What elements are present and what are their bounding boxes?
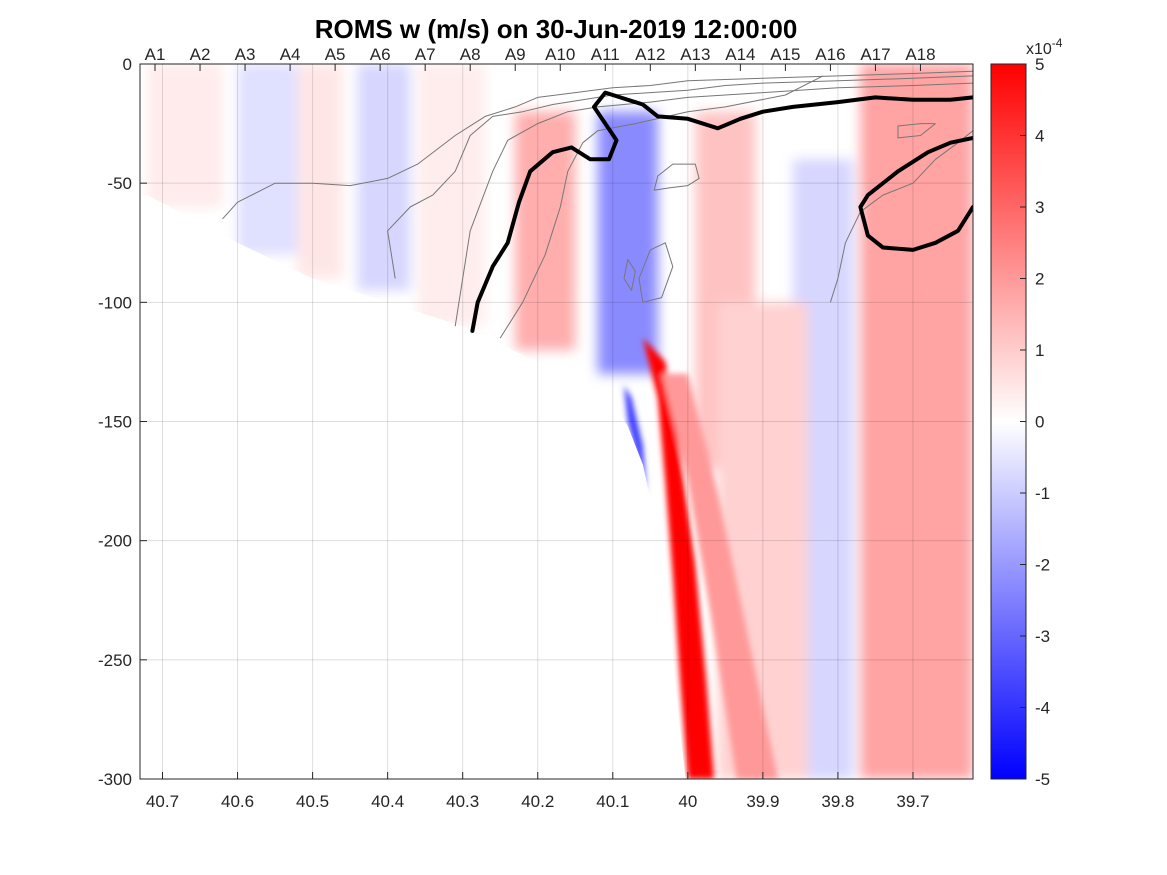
w-column [237, 64, 298, 255]
y-tick-label: 0 [123, 55, 132, 74]
colorbar-tick-label: -3 [1035, 627, 1050, 646]
colorbar-tick-label: 4 [1035, 127, 1044, 146]
station-label: A8 [460, 45, 481, 64]
x-tick-label: 40.4 [371, 792, 404, 811]
colorbar-ticks: 5 4 3 2 1 0 -1 -2 -3 -4 -5 [1020, 55, 1050, 789]
colorbar-exponent: x10-4 [1026, 36, 1063, 58]
colorbar-tick-label: 2 [1035, 270, 1044, 289]
w-field [140, 64, 973, 779]
thin-contour [222, 70, 973, 220]
x-tick-label: 40.1 [596, 792, 629, 811]
station-label: A14 [725, 45, 755, 64]
w-columns [147, 64, 973, 779]
y-tick-label: -50 [107, 174, 132, 193]
w-column [515, 111, 576, 351]
thin-contour [499, 75, 824, 339]
w-column [357, 64, 411, 291]
station-label: A6 [370, 45, 391, 64]
colorbar-tick-label: 3 [1035, 198, 1044, 217]
x-tick-label: 40.5 [296, 792, 329, 811]
station-label: A2 [190, 45, 211, 64]
station-label: A3 [235, 45, 256, 64]
w-column [860, 64, 973, 779]
colorbar-tick-label: 5 [1035, 55, 1044, 74]
station-label: A1 [145, 45, 166, 64]
station-label: A7 [415, 45, 436, 64]
y-tick-label: -250 [98, 651, 132, 670]
y-tick-label: -200 [98, 532, 132, 551]
station-label: A12 [635, 45, 665, 64]
colorbar-tick-label: -4 [1035, 699, 1050, 718]
thin-contour [829, 130, 973, 303]
station-label: A11 [591, 45, 620, 64]
station-label: A16 [815, 45, 845, 64]
colorbar-tick-label: 0 [1035, 413, 1044, 432]
station-axis: A1 A2 A3 A4 A5 A6 A7 A8 A9 A10 A11 A12 A13 A14 A15 A16 A… [145, 45, 936, 71]
bathymetry-mask [140, 195, 686, 779]
station-label: A15 [770, 45, 800, 64]
colorbar-tick-label: -5 [1035, 770, 1050, 789]
colorbar-tick-label: -2 [1035, 556, 1050, 575]
station-label: A9 [505, 45, 526, 64]
x-tick-label: 39.8 [821, 792, 854, 811]
colorbar-tick-label: 1 [1035, 341, 1044, 360]
x-tick-label: 40.6 [221, 792, 254, 811]
y-tick-label: -300 [98, 770, 132, 789]
w-column [417, 64, 486, 327]
x-tick-label: 40.3 [446, 792, 479, 811]
thin-contour [653, 163, 700, 191]
station-label: A5 [325, 45, 346, 64]
w-column [597, 111, 658, 374]
colorbar-tick-label: -1 [1035, 484, 1050, 503]
thin-contour [638, 242, 674, 303]
thin-contour [897, 123, 936, 139]
station-label: A17 [860, 45, 890, 64]
colorbar-exponent-base: x10 [1026, 41, 1052, 58]
colorbar-exponent-power: -4 [1052, 36, 1063, 50]
thin-contour [387, 75, 973, 279]
x-tick-label: 40.7 [146, 792, 179, 811]
station-label: A13 [680, 45, 710, 64]
contour-lines [222, 70, 973, 339]
y-axis: 0 -50 -100 -150 -200 -250 -300 [98, 55, 147, 789]
chart-title: ROMS w (m/s) on 30-Jun-2019 12:00:00 [315, 14, 798, 44]
x-tick-label: 39.7 [896, 792, 929, 811]
station-label: A18 [905, 45, 935, 64]
thick-contour [858, 135, 973, 252]
ocean-domain [147, 64, 973, 779]
x-axis: 40.7 40.6 40.5 40.4 40.3 40.2 40.1 40 39.9 39.8 39… [146, 772, 930, 811]
thin-contour [454, 82, 973, 327]
thin-contour [623, 258, 636, 291]
station-label: A4 [280, 45, 301, 64]
thick-contour [470, 90, 973, 333]
w-column [147, 64, 223, 207]
y-tick-label: -100 [98, 293, 132, 312]
y-tick-label: -150 [98, 413, 132, 432]
w-column [297, 64, 343, 279]
x-tick-label: 40 [678, 792, 697, 811]
station-label: A10 [545, 45, 575, 64]
x-tick-label: 39.9 [746, 792, 779, 811]
upwelling-jet [642, 338, 715, 779]
upwelling-spread [661, 373, 778, 779]
x-tick-label: 40.2 [521, 792, 554, 811]
